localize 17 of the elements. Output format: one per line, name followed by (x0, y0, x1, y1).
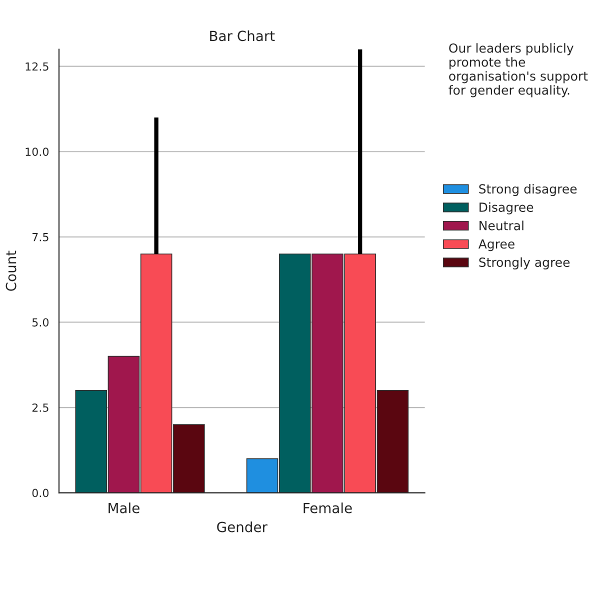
y-tick-label: 5.0 (32, 318, 49, 327)
legend-label: Strong disagree (479, 184, 577, 196)
x-tick-label: Male (108, 502, 140, 514)
y-axis-title: Count (6, 250, 16, 291)
legend-label: Neutral (480, 220, 524, 230)
y-tick-label: 0.0 (32, 488, 49, 498)
y-tick-label: 10.0 (26, 148, 49, 156)
x-tick-label: Female (304, 502, 352, 514)
y-tick-label: 2.5 (32, 403, 48, 412)
y-tick-label: 7.5 (32, 233, 48, 242)
chart-title: Bar Chart (210, 30, 275, 42)
x-axis-title: Gender (217, 522, 268, 532)
legend-label: Disagree (480, 202, 534, 214)
legend-label: Strongly agree (479, 257, 570, 270)
y-tick-label: 12.5 (26, 62, 48, 71)
legend-label: Agree (478, 239, 514, 252)
legend-title: Our leaders publicly promote the organisation's support for gender equality. (448, 43, 588, 98)
